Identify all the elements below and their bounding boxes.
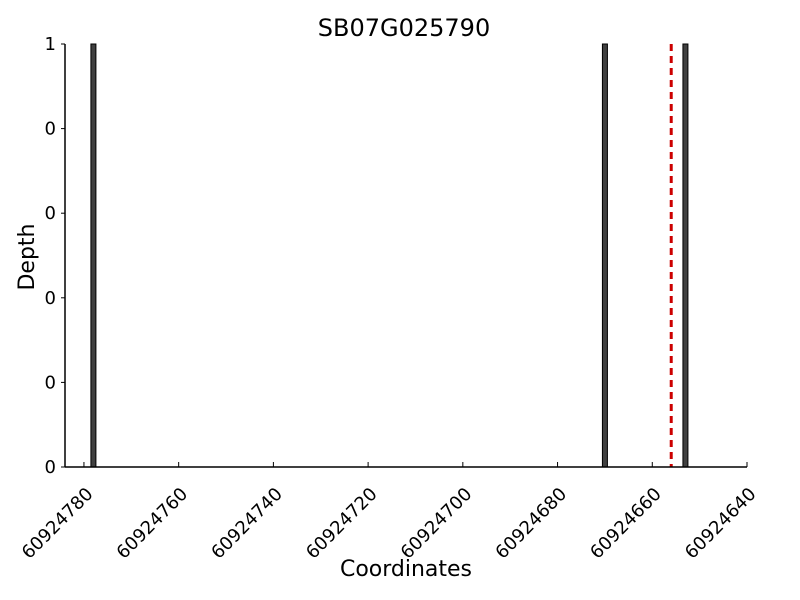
y-tick-label: 0 [45, 372, 56, 393]
depth-bar [90, 43, 97, 468]
depth-bar [682, 43, 689, 468]
x-tick-label: 60924640 [681, 484, 761, 564]
y-ticks-layer: 0 0 0 0 0 1 [45, 34, 65, 478]
y-axis-label: Depth [15, 223, 40, 290]
chart-title: SB07G025790 [318, 14, 490, 42]
depth-bar [601, 43, 608, 468]
x-tick-label: 60924660 [586, 484, 666, 564]
y-tick-label: 0 [45, 119, 56, 140]
y-tick-label: 1 [45, 34, 56, 55]
x-tick-label: 60924720 [302, 484, 382, 564]
x-tick-label: 60924780 [18, 484, 98, 564]
x-tick-label: 60924700 [397, 484, 477, 564]
y-tick-label: 0 [45, 457, 56, 478]
bars-layer [90, 43, 689, 468]
x-tick-label: 60924760 [113, 484, 193, 564]
x-tick-label: 60924680 [491, 484, 571, 564]
y-tick-label: 0 [45, 203, 56, 224]
y-tick-label: 0 [45, 288, 56, 309]
x-tick-label: 60924740 [207, 484, 287, 564]
x-axis-label: Coordinates [340, 557, 472, 582]
x-ticks-layer: 60924780 60924760 60924740 60924720 60924700… [18, 462, 761, 563]
